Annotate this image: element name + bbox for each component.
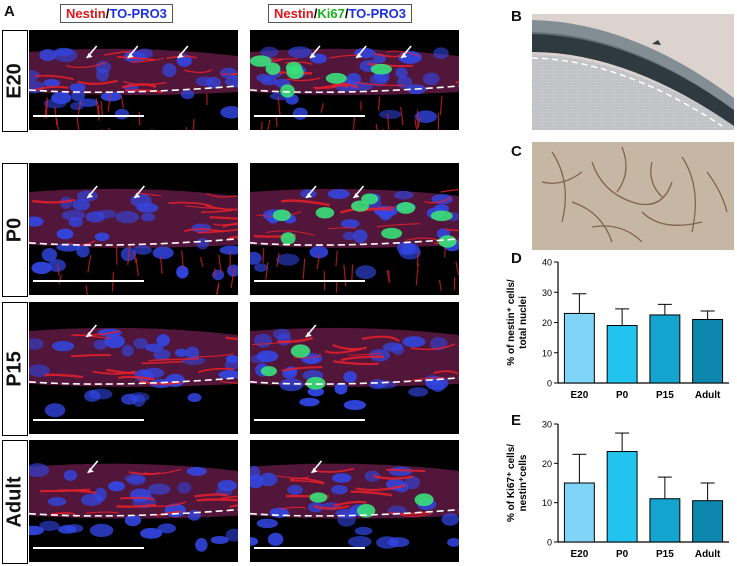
x-tick-label: P0	[616, 390, 629, 401]
bar-p0	[606, 451, 638, 543]
y-tick-label: 0	[547, 379, 552, 389]
x-tick-label: E20	[570, 549, 588, 560]
micrograph-e20-nestin-topro	[29, 30, 238, 130]
panel-letter-b: B	[511, 8, 522, 25]
legend-slash: /	[105, 6, 110, 21]
bar-p15	[649, 314, 681, 384]
x-tick-label: P15	[656, 390, 674, 401]
panel-letter-d: D	[511, 250, 522, 267]
panel-b-photo	[532, 14, 734, 130]
x-tick-label: P15	[656, 549, 674, 560]
x-tick-label: P0	[616, 549, 629, 560]
bar-adult	[692, 500, 724, 543]
legend-nestin: Nestin	[274, 6, 314, 21]
y-tick-label: 0	[547, 538, 552, 548]
micrograph-adult-nestin-ki67-topro	[250, 440, 459, 562]
chart-d-ylabel: % of nestin⁺ cells/total nuclei	[506, 279, 529, 366]
bar-e20	[563, 312, 595, 384]
y-tick-label: 40	[542, 258, 552, 268]
micrograph-p15-nestin-topro	[29, 302, 238, 434]
y-tick-label: 20	[542, 459, 552, 469]
chart-d: % of nestin⁺ cells/total nuclei 0 10 20 30 40…	[506, 258, 729, 401]
x-tick-label: Adult	[695, 549, 721, 560]
bar-adult	[692, 318, 724, 384]
legend-nestin-ki67-topro: Nestin/Ki67/TO-PRO3	[268, 4, 413, 23]
row-label-adult: Adult	[2, 440, 28, 564]
legend-topro: TO-PRO3	[348, 6, 407, 21]
y-tick-label: 30	[542, 420, 552, 430]
chart-e-ylabel: % of Ki67⁺ cells/nestin⁺cells	[506, 444, 529, 522]
y-tick-label: 20	[542, 318, 552, 328]
legend-nestin-topro: Nestin/TO-PRO3	[60, 4, 173, 23]
micrograph-p0-nestin-topro	[29, 163, 238, 295]
y-tick-label: 30	[542, 288, 552, 298]
panel-c-photo	[532, 142, 734, 250]
panel-letter-a: A	[4, 3, 15, 20]
panel-letter-e: E	[511, 412, 522, 429]
legend-topro: TO-PRO3	[109, 6, 167, 21]
row-label-e20: E20	[2, 30, 28, 132]
y-tick-label: 10	[542, 498, 552, 508]
panel-letter-c: C	[511, 143, 522, 160]
x-tick-label: E20	[570, 390, 588, 401]
bar-e20	[563, 482, 595, 543]
legend-slash: /	[344, 6, 349, 21]
legend-slash: /	[313, 6, 318, 21]
legend-ki67: Ki67	[317, 6, 345, 21]
micrograph-p15-nestin-ki67-topro	[250, 302, 459, 434]
row-label-p0: P0	[2, 163, 28, 297]
bar-p0	[606, 325, 638, 384]
bar-p15	[649, 498, 681, 543]
y-tick-label: 10	[542, 348, 552, 358]
micrograph-adult-nestin-topro	[29, 440, 238, 562]
legend-nestin: Nestin	[66, 6, 106, 21]
row-label-p15: P15	[2, 302, 28, 436]
micrograph-e20-nestin-ki67-topro	[250, 30, 459, 130]
micrograph-p0-nestin-ki67-topro	[250, 163, 459, 295]
x-tick-label: Adult	[695, 390, 721, 401]
chart-e: % of Ki67⁺ cells/nestin⁺cells 0 10 20 30 E20 P…	[506, 420, 729, 560]
